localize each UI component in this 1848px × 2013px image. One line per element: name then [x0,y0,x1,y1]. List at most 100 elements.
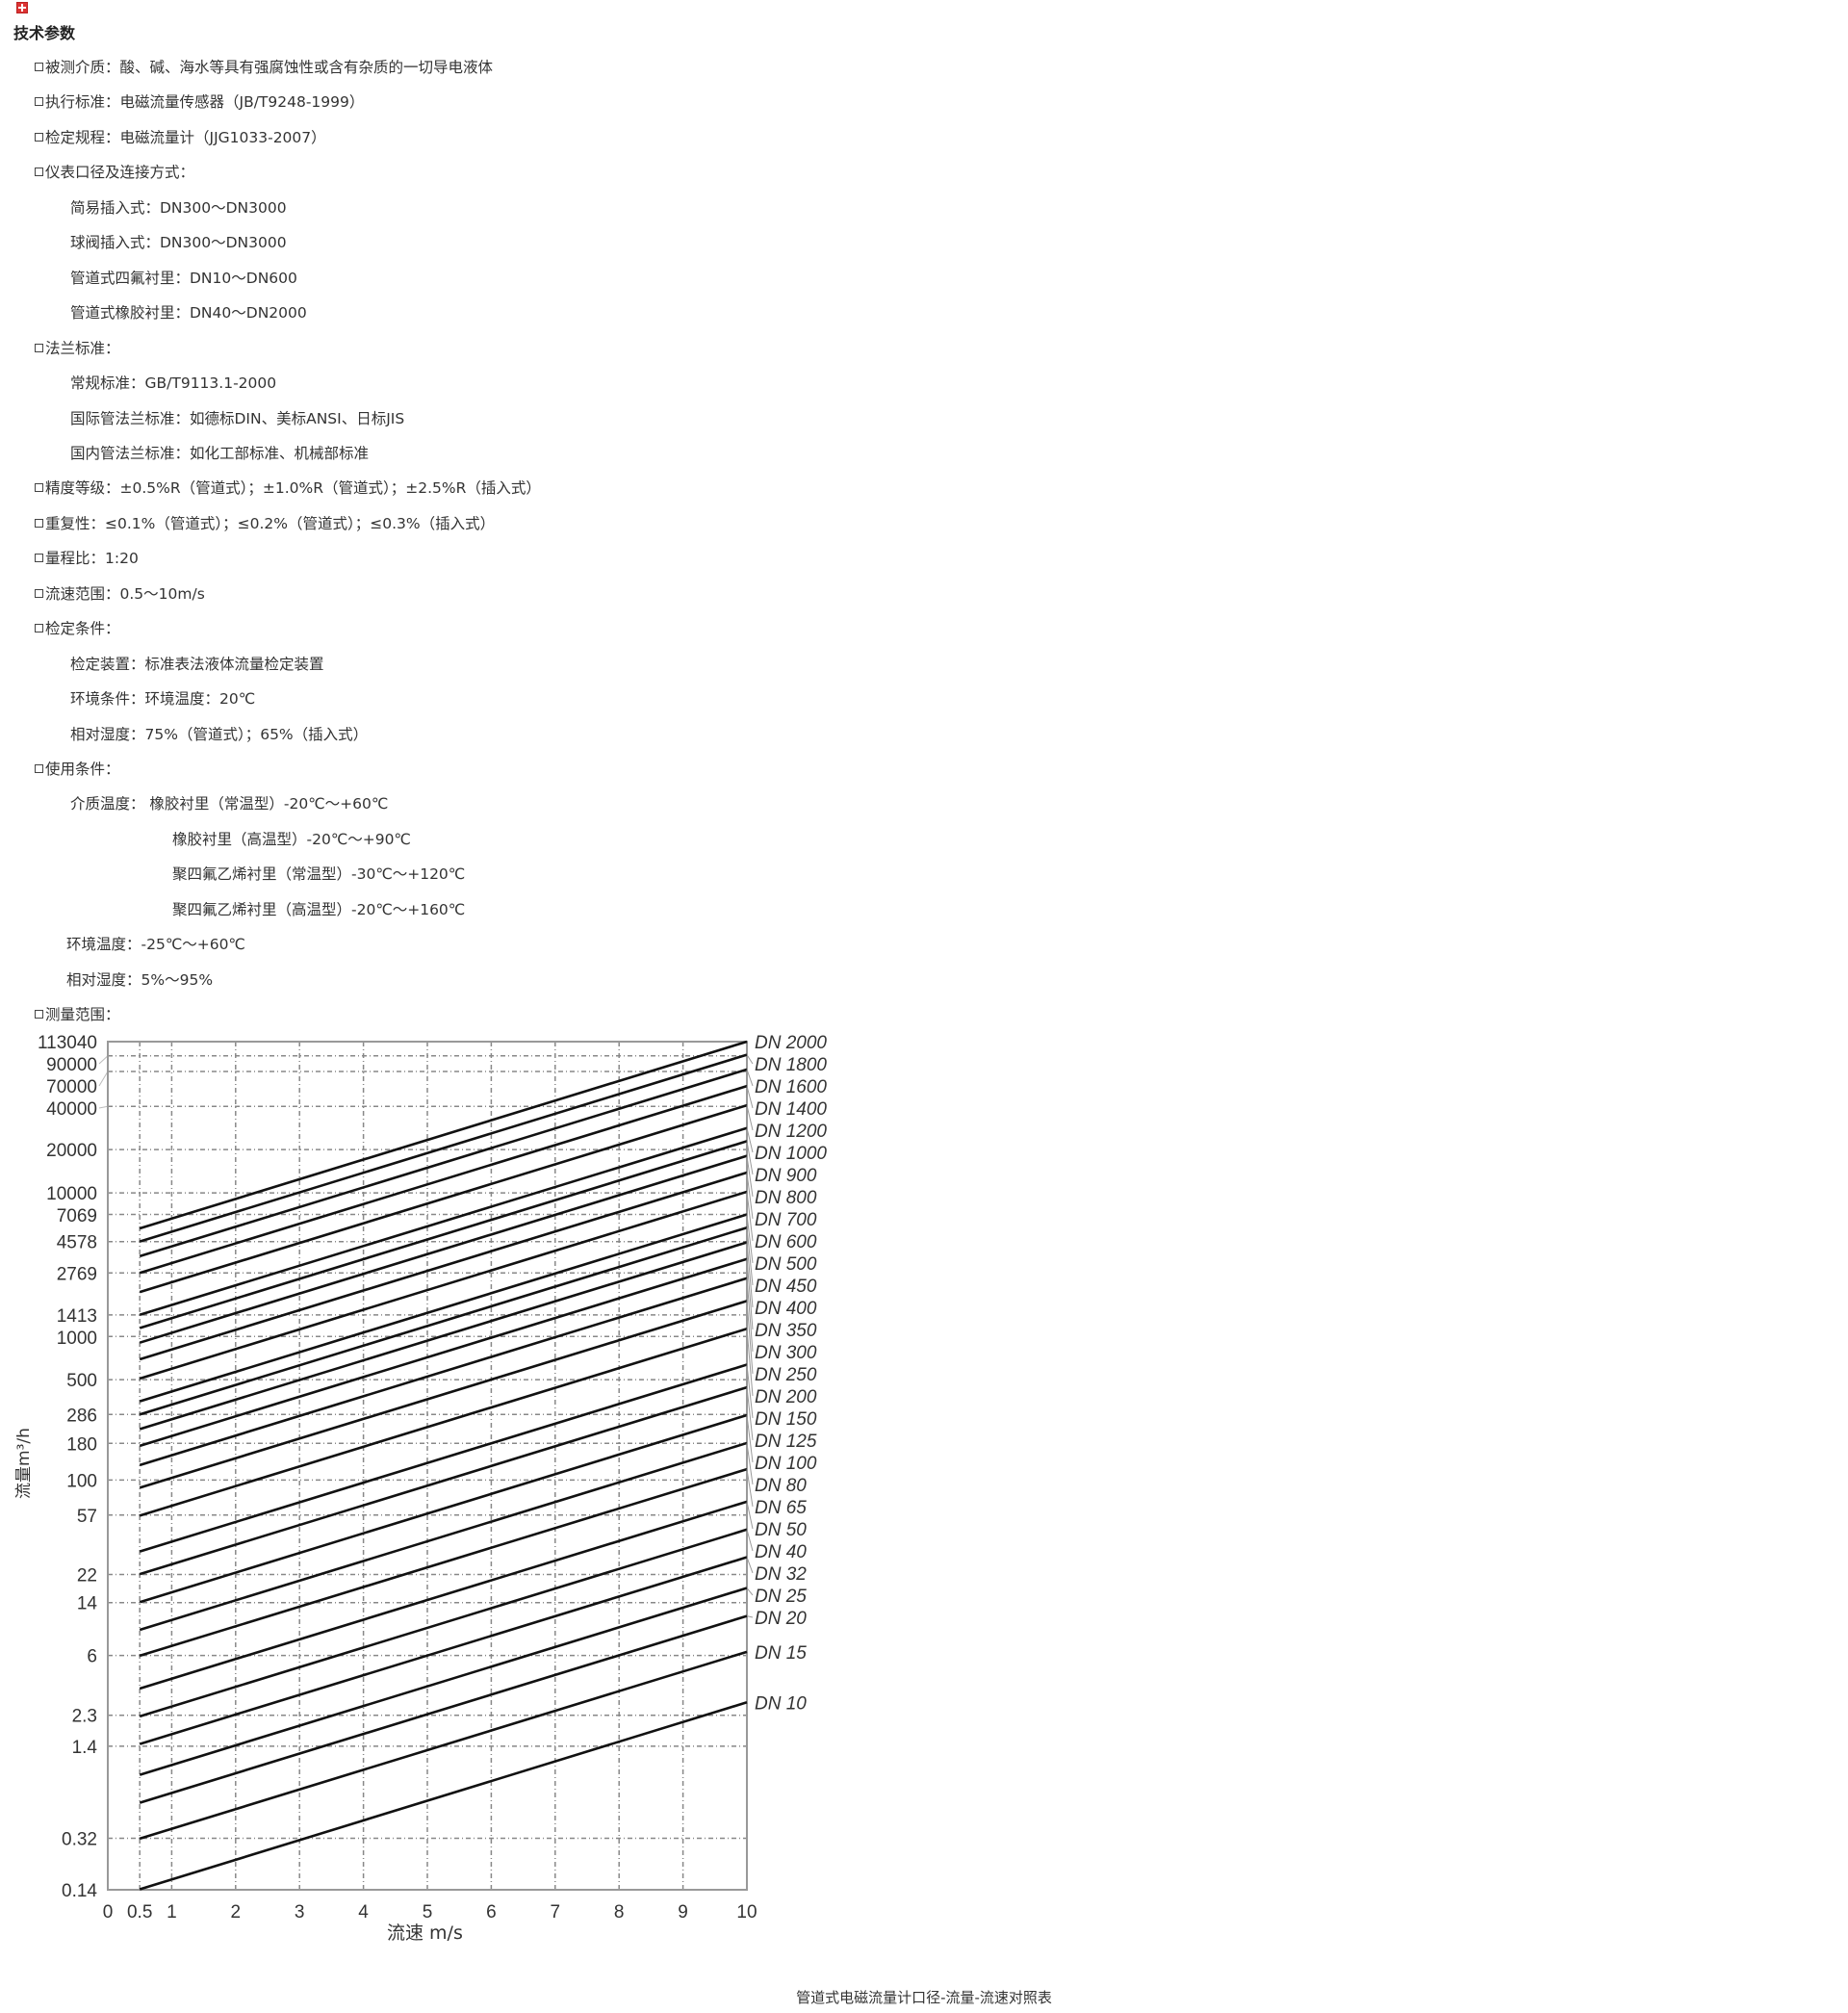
y-tick-label: 2769 [57,1264,97,1284]
spec-item: 执行标准：电磁流量传感器（JB/T9248-1999） [35,90,364,112]
series-label: DN 2000 [755,1033,827,1053]
series-line [139,1363,748,1553]
chart-caption: 管道式电磁流量计口径-流量-流速对照表 [796,1989,1052,2006]
series-label: DN 700 [755,1210,817,1230]
series-label: DN 1800 [755,1055,827,1075]
spec-item-text: 聚四氟乙烯衬里（常温型）-30℃～+120℃ [172,865,466,884]
y-tick-label: 1.4 [72,1738,98,1758]
series-label: DN 800 [755,1188,817,1208]
x-tick-label: 4 [358,1902,369,1923]
spec-item: 球阀插入式：DN300～DN3000 [70,231,287,252]
spec-item-text: 介质温度： 橡胶衬里（常温型）-20℃～+60℃ [70,795,389,813]
series-label: DN 50 [755,1520,807,1540]
series-line [139,1556,748,1745]
checkbox-bullet-icon [35,518,43,528]
spec-item: 法兰标准： [35,337,120,358]
spec-item: 仪表口径及连接方式： [35,161,194,182]
spec-item: 管道式四氟衬里：DN10～DN600 [70,267,297,288]
broken-image-icon [16,2,28,13]
spec-item: 简易插入式：DN300～DN3000 [70,196,287,218]
checkbox-bullet-icon [35,483,43,493]
series-label: DN 32 [755,1564,807,1585]
series-label-leader [746,1127,754,1153]
x-tick-label: 7 [551,1902,561,1923]
spec-item: 相对湿度：75%（管道式）；65%（插入式） [70,723,368,744]
spec-item: 测量范围： [35,1003,120,1024]
spec-item-text: 相对湿度：75%（管道式）；65%（插入式） [70,725,369,743]
spec-item-text: 检定装置：标准表法液体流量检定装置 [70,655,324,673]
series-line [139,1213,748,1403]
series-line [139,1650,748,1841]
checkbox-bullet-icon [35,624,43,633]
series-label: DN 25 [755,1587,807,1607]
spec-item-text: 仪表口径及连接方式： [45,164,195,182]
y-tick-label: 4578 [57,1233,97,1253]
series-label-leader [746,1086,754,1109]
series-label-leader [746,1364,754,1419]
spec-item-text: 橡胶衬里（高温型）-20℃～+90℃ [172,830,411,848]
spec-item-text: 检定条件： [45,620,120,638]
series-label: DN 20 [755,1609,807,1629]
series-label-leader [746,1501,754,1530]
spec-item-text: 执行标准：电磁流量传感器（JB/T9248-1999） [45,93,365,112]
series-label-leader [746,1141,754,1175]
series-label: DN 900 [755,1166,817,1186]
series-line [139,1328,748,1517]
series-label-leader [746,1442,754,1485]
series-label: DN 450 [755,1277,817,1297]
checkbox-bullet-icon [35,132,43,142]
spec-item: 相对湿度：5%～95% [66,968,213,990]
series-line [139,1226,748,1416]
series-line [139,1053,748,1243]
y-tick-label: 2.3 [72,1707,97,1727]
series-label-leader [746,1191,754,1242]
spec-item-text: 使用条件： [45,761,120,778]
y-tick-leader [98,1105,109,1109]
spec-item: 聚四氟乙烯衬里（高温型）-20℃～+160℃ [172,898,465,919]
spec-item-text: 球阀插入式：DN300～DN3000 [70,234,287,252]
y-tick-label: 1413 [57,1306,97,1327]
series-label-leader [746,1155,754,1198]
series-label: DN 100 [755,1454,817,1474]
series-label: DN 500 [755,1254,817,1275]
y-tick-leader [98,1071,109,1087]
spec-item-text: 法兰标准： [45,339,120,357]
spec-item-text: 量程比：1:20 [45,550,139,568]
x-tick-label: 2 [231,1902,242,1923]
series-line [139,1587,748,1776]
spec-item: 环境温度：-25℃～+60℃ [66,933,245,954]
series-label-leader [746,1105,754,1131]
series-label-leader [746,1258,754,1330]
series-line [139,1068,748,1258]
spec-item: 橡胶衬里（高温型）-20℃～+90℃ [172,828,411,849]
y-tick-label: 286 [66,1406,97,1426]
y-tick-label: 100 [66,1471,97,1491]
series-label: DN 80 [755,1476,807,1496]
y-tick-label: 0.14 [62,1881,97,1901]
spec-item-text: 精度等级：±0.5%R（管道式）；±1.0%R（管道式）；±2.5%R（插入式） [45,479,541,498]
series-line [139,1040,748,1230]
series-line [139,1190,748,1381]
y-tick-label: 7069 [57,1206,97,1226]
x-tick-label: 9 [678,1902,688,1923]
x-axis-label: 流速 m/s [387,1923,463,1944]
series-label-leader [746,1387,754,1441]
spec-item-text: 简易插入式：DN300～DN3000 [70,198,287,217]
series-line [139,1154,748,1344]
series-line [139,1413,748,1604]
series-label-leader [746,1414,754,1463]
series-label: DN 300 [755,1343,817,1363]
spec-item: 常规标准：GB/T9113.1-2000 [70,372,276,393]
series-line [139,1500,748,1690]
y-tick-label: 57 [77,1507,97,1527]
x-tick-label: 10 [736,1902,757,1923]
plot-frame [107,1041,748,1891]
series-label-leader [746,1329,754,1397]
series-line [139,1528,748,1718]
series-line [139,1277,748,1467]
spec-item: 使用条件： [35,758,120,779]
spec-item-text: 管道式四氟衬里：DN10～DN600 [70,269,297,287]
y-tick-label: 40000 [46,1099,97,1120]
series-label-leader [746,1069,754,1087]
checkbox-bullet-icon [35,764,43,773]
